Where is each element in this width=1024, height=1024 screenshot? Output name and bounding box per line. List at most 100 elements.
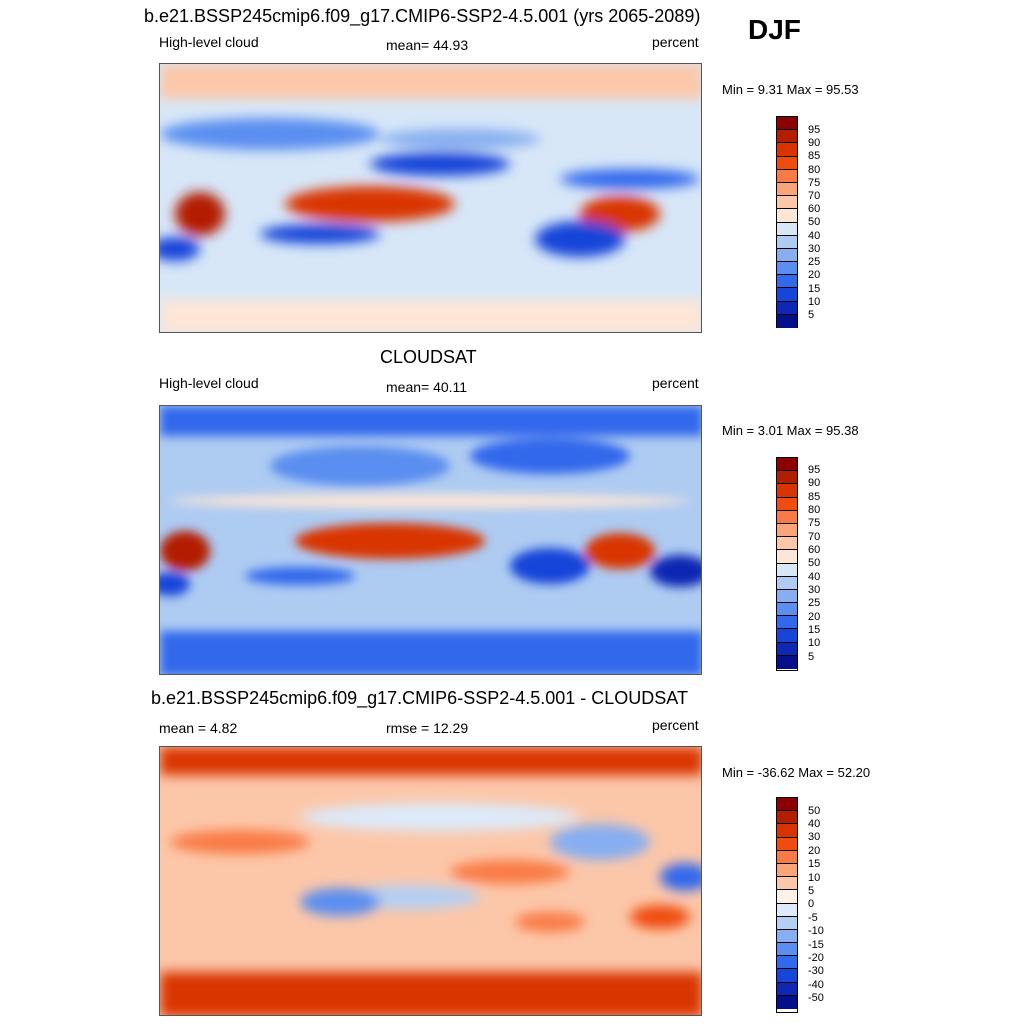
panel2-tick: 25 [808,597,821,609]
panel2-swatch [777,537,797,551]
panel3-tick: -30 [808,965,824,977]
panel3-colorbar [776,797,798,1013]
panel1-swatch [777,143,797,157]
panel1-map [159,63,702,333]
panel2-swatch [777,510,797,524]
panel1-tick: 10 [808,296,821,308]
panel2-swatch [777,458,797,472]
panel1-colorbar [776,116,798,328]
panel3-swatch [777,943,797,957]
panel3-swatch [777,903,797,917]
panel1-tick: 25 [808,256,821,268]
panel1-swatch [777,209,797,223]
panel3-tick: 5 [808,885,815,897]
panel1-swatch [777,169,797,183]
panel3-swatch [777,863,797,878]
panel2-tick: 30 [808,584,821,596]
panel1-tick: 90 [808,137,821,149]
panel2-swatch [777,563,797,577]
panel2-tick: 80 [808,504,821,516]
panel2-colorbar [776,457,798,671]
panel1-swatch [777,235,797,249]
panel1-tick: 5 [808,309,815,321]
panel2-map [159,405,702,675]
panel1-tick: 15 [808,283,821,295]
panel3-tick: 40 [808,818,821,830]
panel2-swatch [777,497,797,511]
panel2-swatch [777,471,797,485]
panel1-swatch [777,248,797,263]
panel1-tick: 75 [808,177,821,189]
panel1-swatch [777,156,797,170]
panel3-tick: -15 [808,939,824,951]
panel1-tick: 85 [808,150,821,162]
panel2-tick: 15 [808,624,821,636]
panel2-tick: 60 [808,544,821,556]
panel2-tick: 20 [808,611,821,623]
panel2-swatch [777,642,797,656]
panel1-swatch [777,314,797,328]
panel3-tick: -20 [808,952,824,964]
panel3-swatch [777,850,797,864]
panel2-tick: 85 [808,491,821,503]
panel2-units-label: percent [652,375,699,391]
panel2-left-label: High-level cloud [159,375,259,391]
panel3-swatch [777,837,797,851]
panel2-tick: 70 [808,531,821,543]
panel1-swatch [777,182,797,197]
panel3-tick: -5 [808,912,818,924]
panel2-swatch [777,589,797,604]
panel1-minmax: Min = 9.31 Max = 95.53 [722,82,859,97]
panel3-units-label: percent [652,717,699,733]
panel1-title: b.e21.BSSP245cmip6.f09_g17.CMIP6-SSP2-4.… [144,6,701,26]
panel3-tick: 30 [808,831,821,843]
panel3-map [159,746,702,1016]
panel3-swatch [777,969,797,983]
panel2-swatch [777,576,797,590]
panel1-swatch [777,222,797,236]
panel1-tick: 40 [808,230,821,242]
panel1-tick: 60 [808,203,821,215]
panel3-swatch [777,798,797,812]
panel1-left-label: High-level cloud [159,34,259,50]
panel1-swatch [777,130,797,144]
panel2-minmax: Min = 3.01 Max = 95.38 [722,423,859,438]
panel1-swatch [777,117,797,131]
panel2-tick: 90 [808,477,821,489]
panel3-swatch [777,916,797,930]
panel3-minmax: Min = -36.62 Max = 52.20 [722,765,871,780]
panel1-tick: 70 [808,190,821,202]
panel3-mean-label: mean = 4.82 [159,720,238,736]
panel3-title: b.e21.BSSP245cmip6.f09_g17.CMIP6-SSP2-4.… [151,688,688,708]
panel2-swatch [777,629,797,643]
panel3-swatch [777,877,797,891]
panel1-tick: 20 [808,269,821,281]
panel1-mean-label: mean= 44.93 [386,37,469,53]
panel3-swatch [777,956,797,970]
panel3-rmse-label: rmse = 12.29 [386,720,469,736]
panel3-tick: -50 [808,992,824,1004]
panel2-swatch [777,484,797,498]
panel1-units-label: percent [652,34,699,50]
panel2-mean-label: mean= 40.11 [386,379,468,395]
panel2-swatch [777,523,797,538]
panel3-tick: -10 [808,925,824,937]
panel3-tick: 10 [808,872,821,884]
panel3-tick: 50 [808,805,821,817]
panel1-tick: 30 [808,243,821,255]
panel1-swatch [777,275,797,289]
panel3-tick: 15 [808,858,821,870]
panel3-swatch [777,982,797,996]
panel2-tick: 75 [808,517,821,529]
panel2-tick: 40 [808,571,821,583]
panel3-tick: 20 [808,845,821,857]
panel1-tick: 95 [808,124,821,136]
panel2-tick: 5 [808,651,815,663]
panel3-tick: -40 [808,979,824,991]
panel3-swatch [777,995,797,1009]
panel2-tick: 50 [808,557,821,569]
panel3-tick: 0 [808,898,815,910]
panel1-tick: 80 [808,164,821,176]
panel2-swatch [777,616,797,630]
panel1-swatch [777,262,797,276]
